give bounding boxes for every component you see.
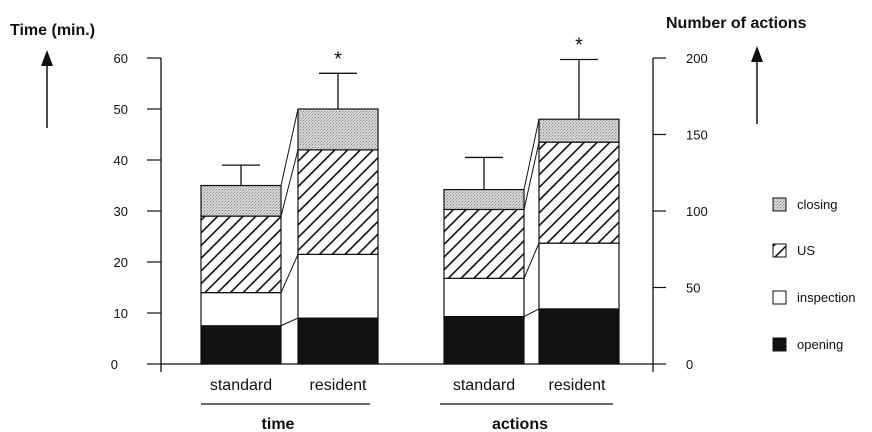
left-tick-label: 0 <box>111 357 118 372</box>
significance-marker: * <box>575 35 583 57</box>
legend-swatch-opening <box>772 337 787 352</box>
right-tick-label: 150 <box>686 128 708 143</box>
bar-segment-opening <box>443 315 525 365</box>
bar-connector-line <box>523 119 540 190</box>
bar-connector-line <box>280 108 299 186</box>
legend-label: US <box>797 243 815 258</box>
bars-layer: ** <box>200 35 620 365</box>
bar-segment-inspection <box>443 277 525 318</box>
bar-segment-inspection <box>297 253 379 319</box>
left-tick-label: 30 <box>114 204 128 219</box>
bar-connector-line <box>280 317 299 327</box>
legend-label: inspection <box>797 290 856 305</box>
left-up-arrow-icon <box>41 50 53 128</box>
right-axis-ticks <box>653 57 666 365</box>
legend: closing US inspection opening <box>772 197 856 352</box>
bar-segment-inspection <box>538 242 620 310</box>
legend-label: closing <box>797 197 837 212</box>
right-tick-label: 200 <box>686 51 708 66</box>
right-axis-title: Number of actions <box>666 15 807 32</box>
left-tick-label: 50 <box>114 102 128 117</box>
left-tick-label: 60 <box>114 51 128 66</box>
bar-segment-closing <box>297 108 379 151</box>
bar-segment-us <box>443 208 525 279</box>
bar-segment-us <box>297 149 379 255</box>
category-label: standard <box>210 377 272 394</box>
significance-marker: * <box>334 48 342 70</box>
legend-swatch-inspection <box>772 290 787 305</box>
category-label: resident <box>310 377 367 394</box>
right-tick-label: 50 <box>686 281 700 296</box>
legend-label: opening <box>797 337 843 352</box>
bar-segment-inspection <box>200 292 282 327</box>
legend-swatch-us <box>772 243 787 258</box>
group-label: time <box>262 416 295 432</box>
left-axis-title: Time (min.) <box>10 22 95 39</box>
group-label: actions <box>492 416 548 432</box>
right-up-arrow-icon <box>751 46 763 124</box>
bar-segment-opening <box>538 308 620 365</box>
left-tick-label: 20 <box>114 255 128 270</box>
bar-connector-line <box>280 149 299 217</box>
bar-segment-us <box>538 141 620 244</box>
bar-connector-line <box>280 254 299 293</box>
legend-swatch-closing <box>772 197 787 212</box>
left-axis-ticks <box>147 57 161 365</box>
right-tick-label: 100 <box>686 204 708 219</box>
bar-segment-us <box>200 215 282 294</box>
bar-connector-line <box>523 308 540 318</box>
category-label: resident <box>549 377 606 394</box>
left-tick-label: 40 <box>114 153 128 168</box>
bar-segment-closing <box>443 188 525 211</box>
bar-segment-opening <box>297 317 379 365</box>
category-label: standard <box>453 377 515 394</box>
bar-connector-line <box>523 242 540 279</box>
bar-connector-line <box>523 142 540 210</box>
bar-segment-opening <box>200 325 282 365</box>
bar-segment-closing <box>200 184 282 217</box>
left-tick-label: 10 <box>114 306 128 321</box>
bar-segment-closing <box>538 118 620 143</box>
right-tick-label: 0 <box>686 357 693 372</box>
